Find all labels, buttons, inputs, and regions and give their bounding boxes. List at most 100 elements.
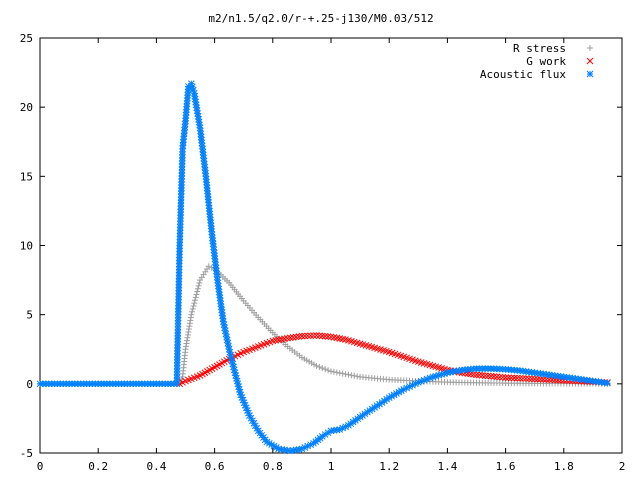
data-point: [502, 374, 509, 381]
data-point: [175, 287, 183, 294]
series-2: [36, 80, 611, 455]
data-point: [310, 332, 317, 339]
data-point: [178, 163, 186, 171]
data-point: [192, 294, 199, 301]
data-point: [298, 332, 306, 340]
data-point: [339, 370, 346, 377]
data-point: [354, 373, 361, 380]
data-point: [175, 260, 183, 267]
data-point: [193, 291, 200, 298]
data-point: [178, 157, 186, 165]
x-tick-label: 0.8: [263, 460, 283, 473]
data-point: [604, 379, 611, 387]
data-point: [537, 375, 544, 383]
data-point: [531, 375, 539, 383]
legend-marker: [587, 45, 593, 51]
data-point: [345, 371, 352, 378]
data-point: [313, 332, 320, 339]
data-point: [173, 356, 181, 364]
data-point: [513, 374, 521, 382]
series-1: [176, 332, 611, 388]
data-point: [473, 371, 480, 379]
data-point: [175, 281, 183, 288]
data-point: [175, 263, 183, 270]
x-tick-label: 1.6: [496, 460, 516, 473]
x-tick-label: 0.2: [88, 460, 108, 473]
data-point: [342, 371, 349, 378]
data-point: [499, 373, 507, 381]
data-point: [179, 151, 186, 159]
y-tick-label: 10: [20, 240, 33, 253]
data-point: [336, 370, 343, 377]
y-tick-label: 25: [20, 32, 33, 45]
data-point: [176, 236, 184, 243]
x-tick-label: 0.6: [205, 460, 225, 473]
data-point: [316, 332, 323, 340]
data-point: [505, 374, 512, 382]
data-point: [174, 344, 181, 352]
data-point: [534, 375, 541, 383]
data-point: [189, 305, 196, 312]
y-tick-label: 20: [20, 101, 33, 114]
data-point: [173, 362, 181, 370]
legend-label: R stress: [513, 42, 566, 55]
legend-label: Acoustic flux: [480, 68, 566, 81]
data-point: [318, 332, 326, 340]
x-tick-label: 0: [37, 460, 44, 473]
data-point: [177, 205, 185, 213]
data-point: [476, 371, 483, 379]
chart-title: m2/n1.5/q2.0/r-+.25-j130/M0.03/512: [208, 12, 433, 25]
data-point: [478, 372, 486, 379]
data-point: [324, 333, 332, 340]
data-point: [528, 375, 536, 383]
data-point: [540, 376, 547, 383]
data-point: [178, 160, 186, 168]
data-point: [175, 266, 183, 273]
data-point: [191, 300, 198, 307]
data-point: [180, 133, 188, 140]
data-point: [542, 376, 550, 383]
y-tick-label: 15: [20, 170, 33, 183]
data-point: [321, 332, 329, 340]
data-point: [174, 308, 182, 316]
data-point: [496, 373, 504, 381]
data-point: [519, 375, 527, 382]
data-point: [508, 374, 515, 382]
data-point: [545, 376, 553, 384]
data-point: [205, 263, 212, 270]
data-point: [188, 311, 195, 318]
data-point: [175, 272, 183, 279]
data-point: [174, 323, 182, 331]
data-point: [481, 372, 489, 380]
data-point: [525, 375, 533, 383]
series-0: [37, 263, 611, 387]
data-point: [190, 303, 197, 310]
data-point: [176, 223, 184, 231]
data-point: [522, 375, 530, 382]
x-tick-label: 0.4: [146, 460, 166, 473]
data-point: [333, 369, 340, 376]
legend-marker: [586, 70, 594, 78]
legend-marker: [586, 57, 594, 65]
data-point: [330, 368, 337, 375]
data-point: [316, 363, 323, 370]
data-point: [313, 362, 320, 369]
data-point: [174, 314, 182, 322]
data-point: [174, 350, 181, 358]
data-point: [484, 372, 492, 380]
x-tick-label: 1: [328, 460, 335, 473]
data-point: [173, 380, 181, 388]
data-point: [174, 338, 182, 346]
data-point: [173, 368, 181, 376]
data-point: [307, 332, 314, 340]
x-tick-label: 2: [619, 460, 626, 473]
data-point: [177, 211, 184, 219]
data-point: [516, 374, 524, 382]
x-tick-label: 1.4: [437, 460, 457, 473]
data-point: [177, 187, 185, 195]
data-point: [490, 373, 498, 380]
y-tick-label: -5: [20, 447, 33, 460]
data-point: [510, 374, 518, 382]
y-tick-label: 0: [26, 378, 33, 391]
legend-label: G work: [526, 55, 566, 68]
